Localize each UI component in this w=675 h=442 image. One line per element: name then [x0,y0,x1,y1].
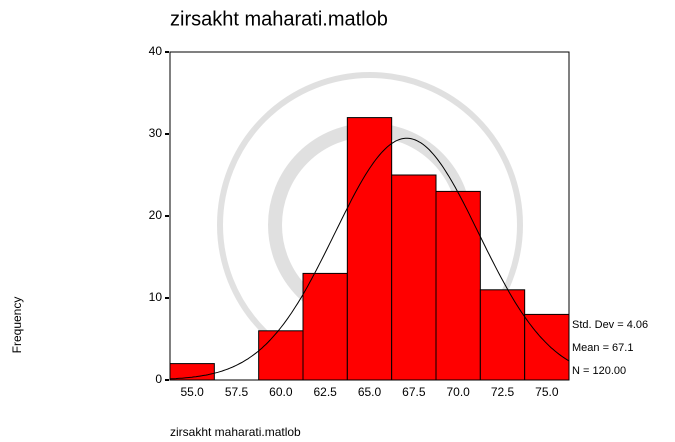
x-axis-label: zirsakht maharati.matlob [170,425,301,439]
bar [525,314,569,380]
y-axis-label: Frequency [10,297,24,354]
y-tick-label: 30 [149,126,163,140]
stat-label: N = 120.00 [572,365,626,377]
bar [480,290,524,380]
x-tick-label: 75.0 [535,385,559,399]
y-tick-label: 20 [149,208,163,222]
x-tick-label: 60.0 [269,385,293,399]
y-tick-label: 10 [149,290,163,304]
bar [392,175,436,380]
chart: zirsakht maharati.matlob zirsakht mahara… [0,0,675,442]
chart-title: zirsakht maharati.matlob [170,8,388,30]
x-tick-label: 57.5 [225,385,249,399]
stat-label: Std. Dev = 4.06 [572,319,648,331]
x-tick-label: 72.5 [491,385,515,399]
y-tick-label: 0 [155,372,162,386]
x-tick-label: 65.0 [358,385,382,399]
x-tick-label: 55.0 [180,385,204,399]
y-tick-label: 40 [149,44,163,58]
bar [259,331,303,380]
bar [303,273,347,380]
bar [436,191,480,380]
x-tick-label: 67.5 [402,385,426,399]
x-tick-label: 70.0 [446,385,470,399]
x-tick-label: 62.5 [313,385,337,399]
stat-label: Mean = 67.1 [572,342,633,354]
bar [347,118,391,380]
